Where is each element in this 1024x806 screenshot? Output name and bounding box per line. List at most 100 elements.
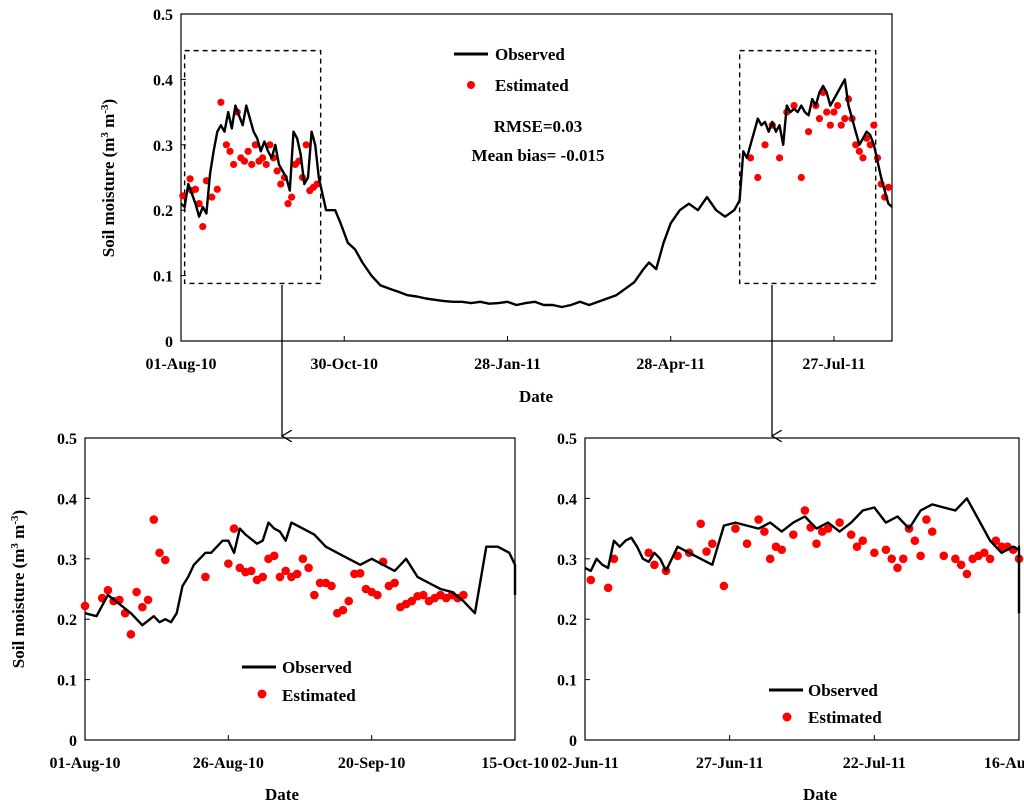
left-y-tick-label: 0.2 bbox=[57, 612, 77, 629]
right-x-tick-label: 16-Aug-11 bbox=[984, 755, 1024, 772]
main-estimated-point bbox=[775, 154, 784, 162]
main-estimated-point bbox=[226, 147, 234, 155]
main-estimated-point bbox=[186, 175, 194, 183]
left-y-tick-label: 0.5 bbox=[57, 431, 77, 448]
left-y-tick-label: 0 bbox=[69, 733, 77, 750]
left-estimated-series bbox=[80, 515, 468, 639]
main-observed-series bbox=[180, 78, 893, 309]
main-estimated-point bbox=[240, 157, 249, 165]
left-estimated-point bbox=[327, 581, 336, 591]
right-estimated-point bbox=[765, 554, 775, 564]
left-x-tick-label: 20-Sep-10 bbox=[338, 755, 406, 772]
main-chart: 0 0.1 0.2 0.3 0.4 0.5 01-Aug-10 30-Oct-10 28-Ja… bbox=[99, 7, 893, 406]
right-estimated-point bbox=[835, 518, 844, 527]
right-estimated-point bbox=[812, 539, 821, 548]
left-y-axis: 0 0.1 0.2 0.3 0.4 0.5 bbox=[57, 431, 90, 750]
right-observed-line bbox=[584, 497, 1021, 614]
left-y-axis-label: Soil moisture (m3 m-3) bbox=[9, 510, 28, 668]
left-estimated-point bbox=[143, 595, 153, 605]
main-estimated-point bbox=[195, 200, 203, 208]
right-y-tick-label: 0.4 bbox=[557, 491, 577, 508]
main-estimated-point bbox=[855, 147, 863, 155]
right-x-tick-label: 27-Jun-11 bbox=[696, 755, 764, 772]
left-observed-line bbox=[84, 521, 517, 627]
main-estimated-point bbox=[804, 128, 813, 136]
right-y-tick-label: 0.1 bbox=[557, 673, 577, 690]
left-estimated-point bbox=[258, 572, 268, 582]
left-estimated-point bbox=[155, 548, 164, 558]
main-estimated-point bbox=[859, 154, 867, 162]
left-estimated-point bbox=[160, 555, 170, 565]
main-estimated-point bbox=[815, 115, 824, 123]
right-estimated-point bbox=[979, 548, 989, 558]
left-estimated-point bbox=[344, 596, 354, 606]
left-x-tick-label: 26-Aug-10 bbox=[193, 755, 264, 772]
main-estimated-point bbox=[870, 121, 878, 129]
main-estimated-point bbox=[288, 193, 296, 201]
right-plot-frame bbox=[584, 437, 1020, 741]
main-estimated-point bbox=[277, 180, 285, 188]
main-y-tick-label: 0 bbox=[165, 334, 173, 351]
left-observed-series bbox=[84, 521, 517, 627]
left-estimated-point bbox=[246, 566, 256, 576]
main-estimated-point bbox=[229, 160, 238, 169]
right-x-axis-label: Date bbox=[803, 785, 837, 804]
right-x-axis: 02-Jun-11 27-Jun-11 22-Jul-11 16-Aug-11 bbox=[551, 735, 1024, 772]
right-estimated-point bbox=[858, 536, 868, 545]
main-estimated-point bbox=[837, 121, 845, 129]
left-estimated-point bbox=[126, 630, 136, 639]
left-zoom-chart: 0 0.1 0.2 0.3 0.4 0.5 01-Aug-10 26-Aug-10 20-Se… bbox=[9, 431, 549, 804]
main-estimated-point bbox=[284, 200, 292, 208]
left-estimated-point bbox=[304, 563, 313, 573]
right-estimated-point bbox=[927, 527, 937, 536]
right-estimated-point bbox=[898, 554, 908, 564]
right-estimated-point bbox=[742, 539, 752, 548]
right-estimated-point bbox=[777, 545, 787, 555]
main-estimated-point bbox=[191, 185, 200, 193]
main-y-axis-label: Soil moisture (m3 m-3) bbox=[99, 99, 118, 257]
right-estimated-point bbox=[644, 548, 653, 558]
main-estimated-point bbox=[761, 141, 769, 149]
right-estimated-point bbox=[956, 560, 966, 570]
main-estimated-point bbox=[179, 192, 187, 200]
right-estimated-point bbox=[922, 515, 931, 524]
main-estimated-point bbox=[273, 167, 281, 175]
left-x-tick-label: 01-Aug-10 bbox=[49, 755, 120, 772]
left-legend-estimated-swatch bbox=[257, 689, 267, 699]
right-estimated-point bbox=[789, 530, 798, 539]
main-estimated-point bbox=[884, 183, 892, 191]
main-estimated-point bbox=[217, 98, 225, 106]
main-x-tick-label: 01-Aug-10 bbox=[145, 356, 216, 373]
main-estimated-point bbox=[266, 141, 274, 149]
right-legend: Observed Estimated bbox=[769, 681, 882, 727]
main-legend-observed-label: Observed bbox=[495, 45, 565, 64]
right-estimated-point bbox=[708, 539, 717, 548]
right-estimated-point bbox=[823, 524, 833, 533]
right-estimated-point bbox=[731, 524, 740, 533]
right-y-tick-label: 0.3 bbox=[557, 552, 577, 569]
right-observed-series bbox=[584, 497, 1021, 614]
right-legend-estimated-label: Estimated bbox=[808, 708, 882, 727]
main-estimated-point bbox=[248, 160, 256, 169]
main-estimated-point bbox=[797, 173, 805, 182]
left-estimated-point bbox=[298, 554, 308, 564]
main-estimated-point bbox=[841, 115, 849, 123]
right-x-tick-label: 22-Jul-11 bbox=[843, 755, 906, 772]
main-estimated-point bbox=[208, 193, 216, 201]
left-estimated-point bbox=[459, 590, 468, 600]
main-estimated-point bbox=[259, 154, 267, 162]
right-estimated-point bbox=[650, 560, 659, 570]
right-estimated-point bbox=[870, 548, 879, 558]
main-estimated-point bbox=[826, 121, 834, 129]
left-estimated-point bbox=[407, 596, 417, 606]
main-y-tick-label: 0.5 bbox=[153, 7, 173, 24]
right-estimated-point bbox=[586, 575, 596, 585]
main-legend-estimated-swatch bbox=[467, 81, 475, 89]
right-legend-observed-label: Observed bbox=[808, 681, 878, 700]
left-estimated-point bbox=[138, 602, 147, 612]
main-estimated-point bbox=[830, 108, 838, 116]
right-y-axis: 0 0.1 0.2 0.3 0.4 0.5 bbox=[557, 431, 590, 750]
right-estimated-point bbox=[760, 527, 769, 536]
left-estimated-point bbox=[132, 587, 141, 597]
